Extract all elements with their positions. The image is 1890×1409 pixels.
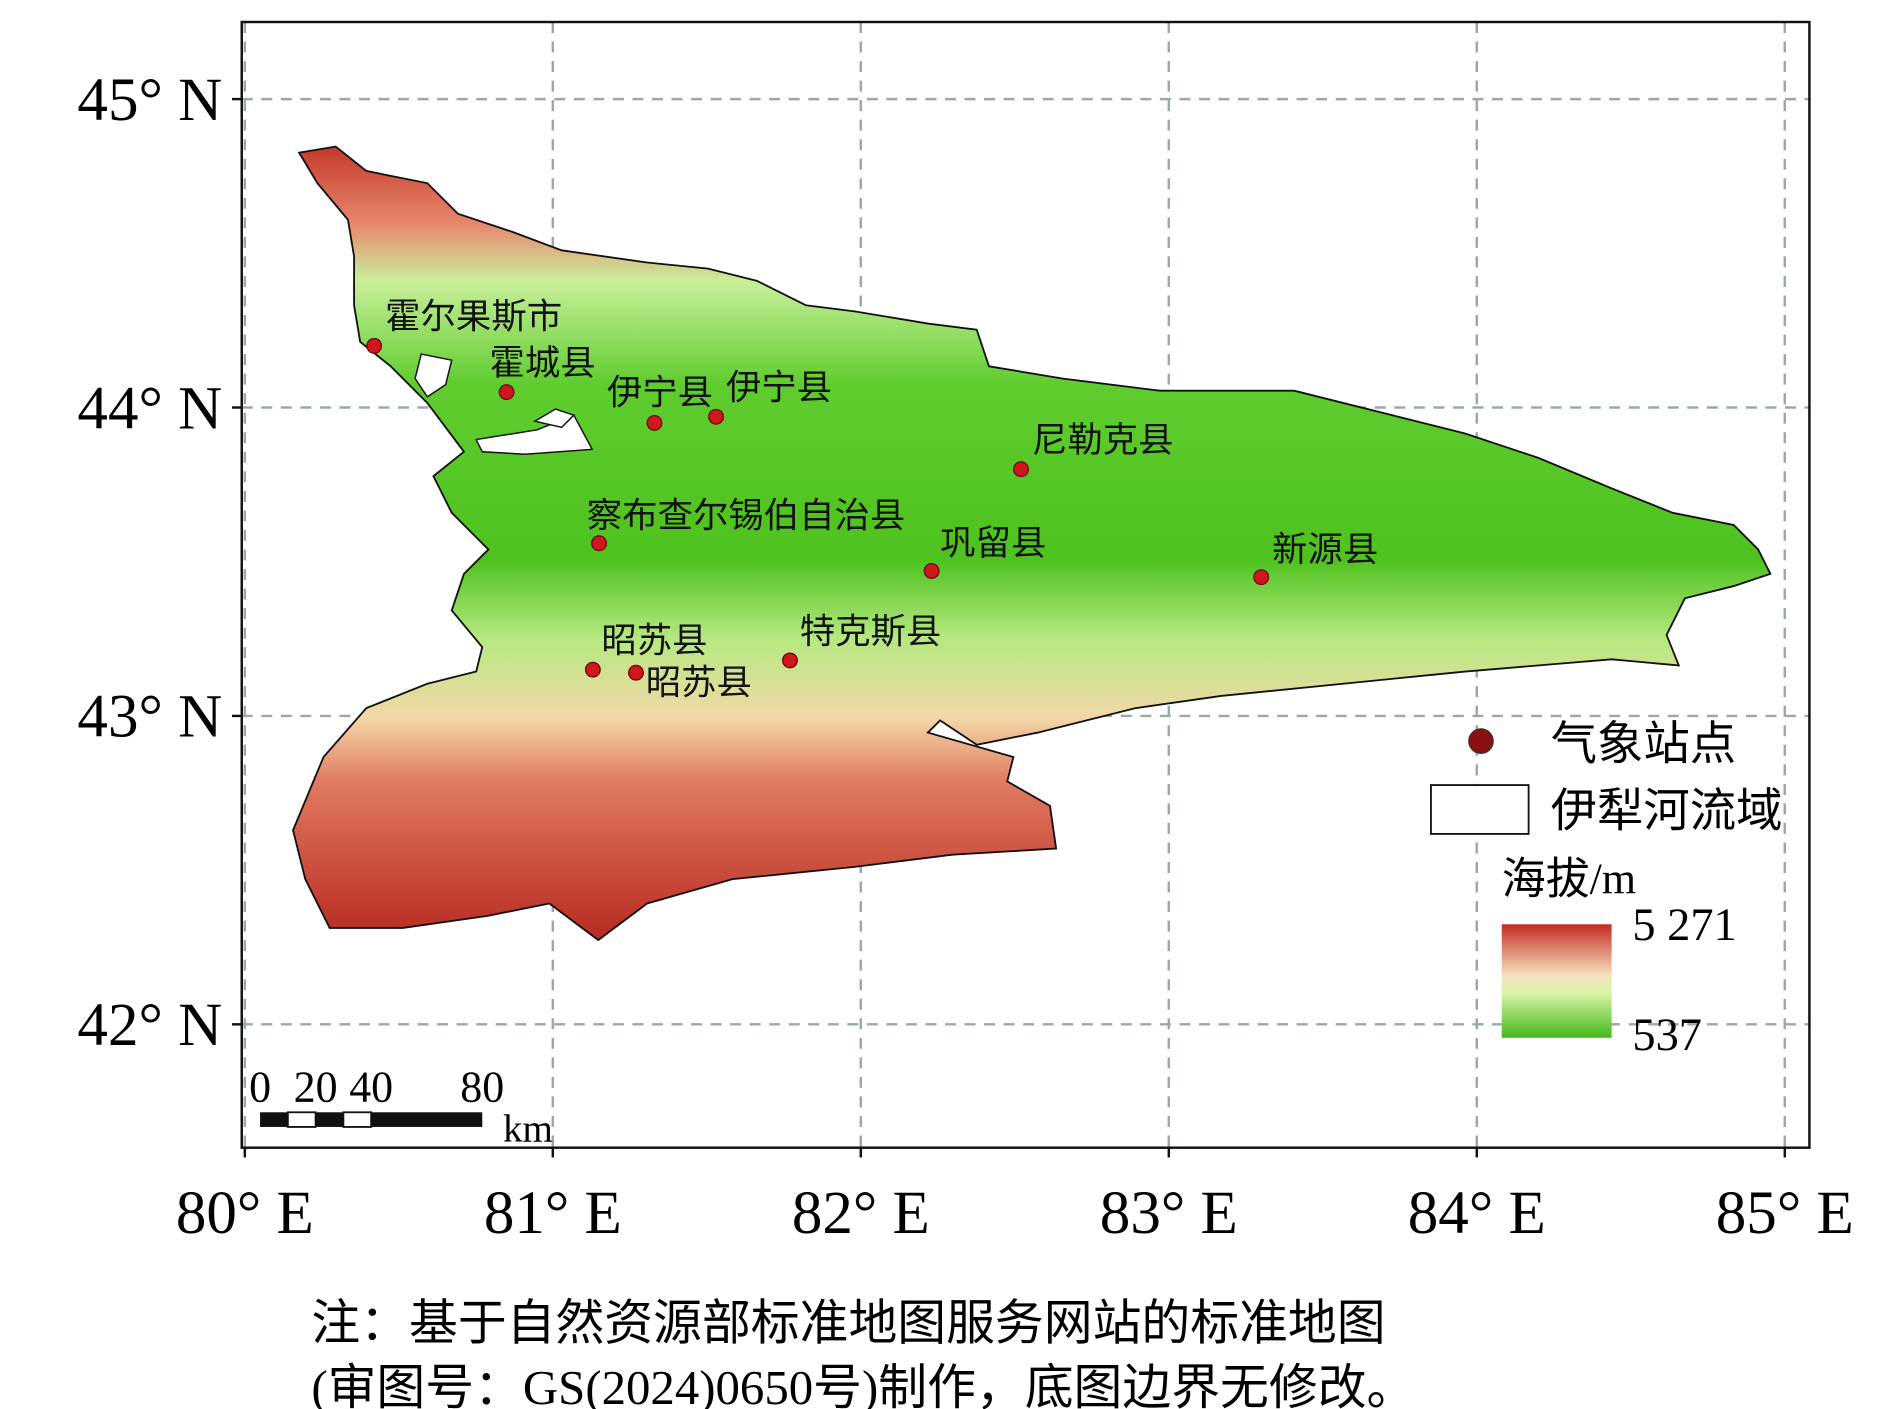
station-point: [584, 661, 601, 678]
x-tick-label: 80° E: [176, 1180, 314, 1247]
note-line: (审图号：GS(2024)0650号)制作，底图边界无修改。: [311, 1360, 1415, 1409]
note-line: 注：基于自然资源部标准地图服务网站的标准地图: [311, 1295, 1385, 1350]
station-point: [366, 337, 383, 354]
station-label: 巩留县: [940, 523, 1046, 564]
legend: 气象站点 伊犁河流域 海拔/m 5 271 537: [1430, 716, 1783, 1061]
scale-segment: [286, 1111, 317, 1128]
axes: 80° E 81° E 82° E 83° E 84° E 85° E 42° N 43° N…: [77, 67, 1853, 1247]
scale-label: 0: [249, 1062, 271, 1111]
station-point: [591, 535, 607, 552]
scale-unit: km: [503, 1108, 553, 1151]
scale-segment: [371, 1112, 483, 1127]
station-label: 新源县: [1272, 529, 1378, 570]
legend-station-label: 气象站点: [1551, 716, 1737, 770]
station-point: [646, 414, 663, 431]
elevation-colorbar: [1501, 924, 1612, 1038]
station-label: 伊宁县: [726, 368, 832, 409]
y-tick-label: 44° N: [77, 375, 222, 442]
station-point: [782, 652, 798, 669]
x-tick-label: 81° E: [484, 1180, 622, 1247]
station-label: 霍城县: [490, 343, 596, 384]
station-label: 昭苏县: [601, 621, 707, 662]
x-tick-label: 82° E: [792, 1180, 930, 1247]
x-tick-label: 84° E: [1408, 1180, 1546, 1247]
station-point: [1253, 569, 1270, 586]
y-tick-label: 42° N: [77, 992, 222, 1059]
station-point: [1013, 461, 1029, 478]
legend-elevation-title: 海拔/m: [1502, 855, 1636, 904]
x-tick-label: 83° E: [1100, 1180, 1238, 1247]
station-point: [923, 563, 940, 579]
y-tick-label: 43° N: [77, 684, 222, 751]
basin: [292, 145, 1772, 942]
elevation-max-label: 5 271: [1632, 900, 1736, 951]
x-tick-label: 85° E: [1716, 1180, 1854, 1247]
scale-label: 40: [349, 1062, 393, 1111]
y-tick-label: 45° N: [77, 67, 222, 134]
station-point: [708, 408, 724, 425]
scale-segment: [315, 1112, 344, 1127]
station-label: 尼勒克县: [1032, 420, 1174, 461]
scale-segment: [260, 1112, 288, 1127]
station-point: [498, 384, 515, 401]
lake: [532, 408, 576, 429]
elevation-min-label: 537: [1632, 1010, 1702, 1061]
legend-station-symbol: [1468, 728, 1494, 754]
scale-label: 20: [294, 1062, 338, 1111]
legend-basin-label: 伊犁河流域: [1551, 784, 1783, 838]
station-label: 昭苏县: [646, 663, 752, 704]
station-label: 特克斯县: [800, 611, 942, 652]
scale-segment: [342, 1111, 373, 1128]
station-point: [628, 664, 644, 681]
station-label: 伊宁县: [607, 373, 713, 414]
scale-label: 80: [460, 1062, 504, 1111]
station-label: 察布查尔锡伯自治县: [587, 495, 906, 536]
station-label: 霍尔果斯市: [385, 297, 562, 338]
lake: [414, 353, 453, 398]
map-frame: [240, 20, 1811, 1149]
legend-basin-symbol: [1430, 784, 1530, 835]
